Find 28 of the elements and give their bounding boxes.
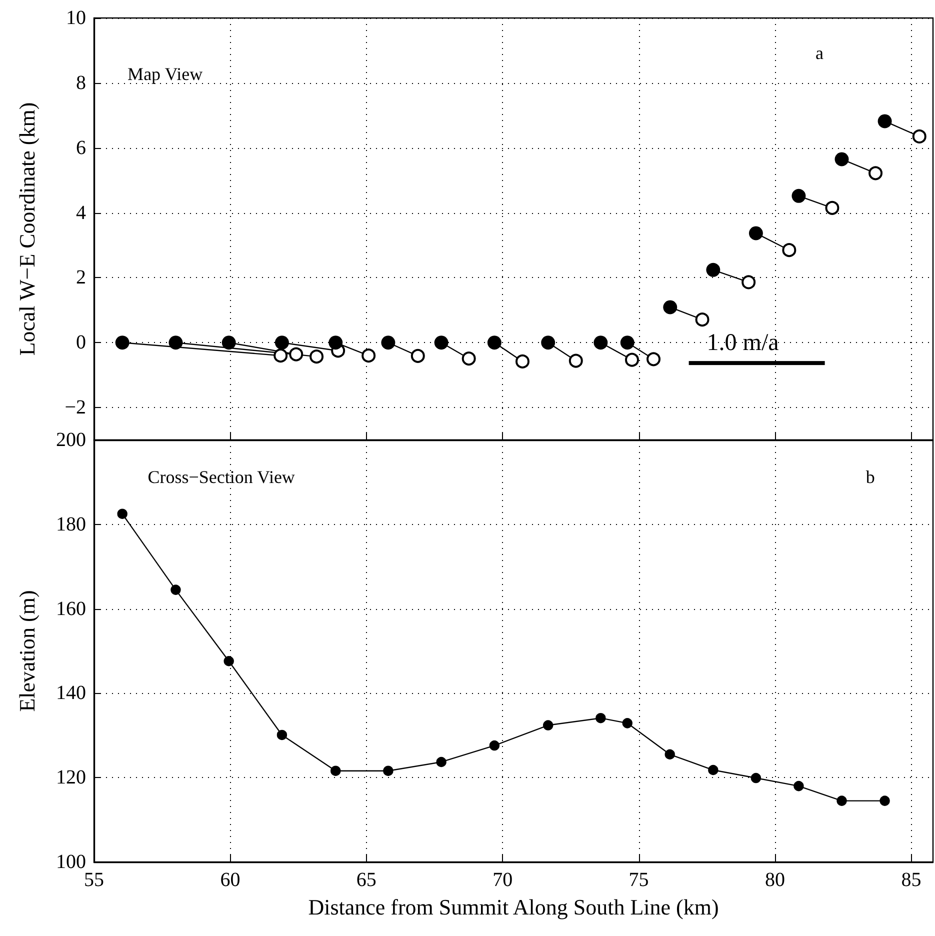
y-tick-label: 160 [56,598,86,620]
x-axis-title: Distance from Summit Along South Line (km) [308,894,719,920]
y-tick-label: 6 [76,136,86,159]
y-tick-label: 10 [66,7,86,29]
x-tick-label: 85 [901,869,922,891]
y-tick-label: 8 [76,72,86,94]
annotation: Cross−Section View [148,467,295,488]
x-tick-label: 70 [492,869,513,891]
annotation: a [816,43,824,64]
y-tick-label: 180 [56,513,86,536]
y-axis-title: Local W−E Coordinate (km) [14,102,40,356]
y-tick-label: 4 [76,202,86,224]
x-tick-label: 60 [220,869,240,891]
annotation: 1.0 m/a [706,330,780,356]
y-tick-label: 2 [76,266,86,289]
y-tick-label: −2 [64,396,86,419]
y-tick-label: 140 [56,682,86,704]
y-tick-label: 200 [56,429,86,451]
x-tick-label: 75 [628,869,649,891]
y-tick-label: 100 [56,851,86,873]
x-tick-label: 80 [765,869,786,891]
y-tick-label: 120 [56,766,86,789]
x-tick-label: 65 [356,869,376,891]
y-tick-label: 0 [76,332,86,354]
x-tick-label: 55 [84,869,104,891]
annotation: b [866,467,875,488]
y-axis-title: Elevation (m) [14,590,40,712]
annotation: Map View [128,64,203,84]
